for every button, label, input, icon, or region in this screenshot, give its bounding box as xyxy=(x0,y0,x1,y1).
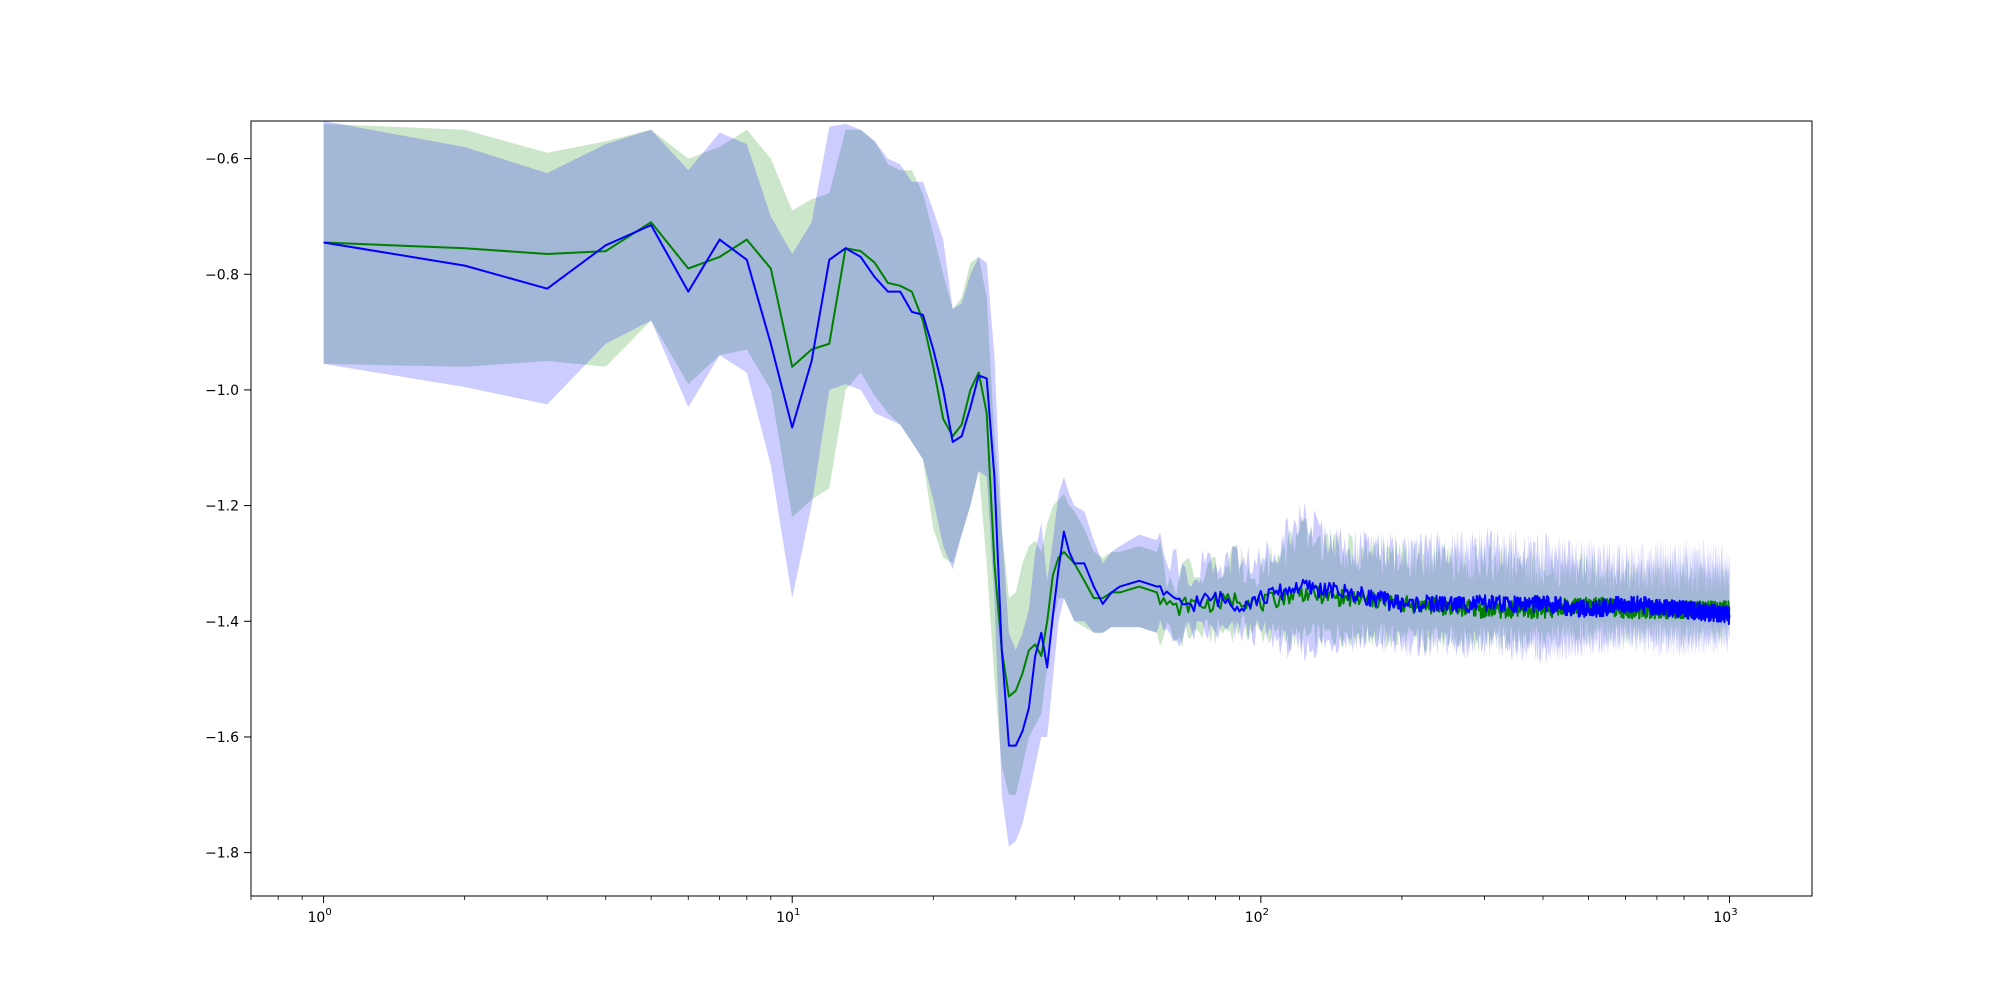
y-tick-label: −0.8 xyxy=(205,267,239,283)
x-tick-label: 102 xyxy=(1245,907,1269,926)
series-line-2 xyxy=(323,224,1731,747)
plot-background xyxy=(251,121,1812,896)
y-axis: −0.6 −0.8 −1.0 −1.2 −1.4 −1.6 −1.8 xyxy=(205,152,251,862)
x-tick-label: 103 xyxy=(1713,907,1737,926)
y-tick-label: −0.6 xyxy=(205,152,239,168)
band-1 xyxy=(323,123,1730,795)
series-lines xyxy=(323,221,1731,747)
y-tick-label: −1.8 xyxy=(205,846,239,862)
y-tick-label: −1.6 xyxy=(205,730,239,746)
plot-frame xyxy=(250,120,1813,897)
x-axis: 100 101 102 103 xyxy=(250,896,1738,926)
y-tick-label: −1.4 xyxy=(205,614,239,630)
y-tick-label: −1.2 xyxy=(205,499,239,515)
y-tick-label: −1.0 xyxy=(205,383,239,399)
x-tick-label: 101 xyxy=(776,907,800,926)
x-tick-label: 100 xyxy=(307,907,331,926)
band-2 xyxy=(323,121,1730,847)
confidence-bands xyxy=(323,121,1730,847)
